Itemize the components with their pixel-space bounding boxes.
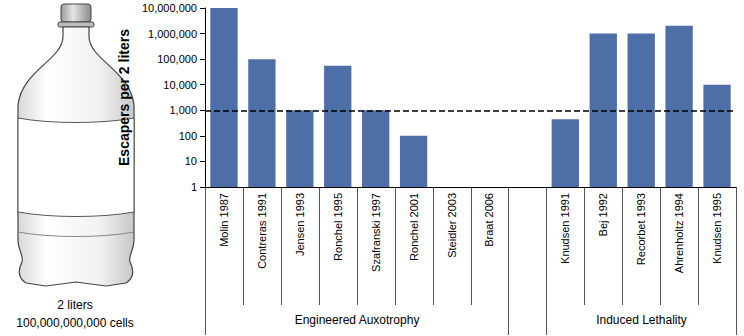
svg-text:1: 1 (191, 181, 197, 193)
svg-text:Contreras 1991: Contreras 1991 (256, 193, 268, 269)
svg-text:10: 10 (185, 155, 197, 167)
svg-text:100: 100 (179, 130, 197, 142)
svg-text:Jensen 1993: Jensen 1993 (294, 193, 306, 256)
svg-text:Ronchel 1995: Ronchel 1995 (332, 193, 344, 261)
svg-text:1,000,000: 1,000,000 (148, 28, 197, 40)
svg-text:1,000: 1,000 (169, 104, 197, 116)
svg-text:10,000: 10,000 (163, 79, 197, 91)
svg-text:Bej 1992: Bej 1992 (597, 193, 609, 236)
svg-text:Szafranski 1997: Szafranski 1997 (370, 193, 382, 272)
svg-text:Ahrenholtz 1994: Ahrenholtz 1994 (673, 193, 685, 273)
svg-text:10,000,000: 10,000,000 (142, 2, 197, 14)
svg-text:Knudsen 1991: Knudsen 1991 (559, 193, 571, 264)
html-text:100,000,000,000 cells: 100,000,000,000 cells (16, 316, 134, 330)
html-text:2 liters: 2 liters (57, 298, 93, 312)
svg-text:Escapers per 2 liters: Escapers per 2 liters (116, 29, 132, 166)
svg-text:Induced Lethality: Induced Lethality (596, 313, 687, 327)
svg-text:Recorbet 1993: Recorbet 1993 (635, 193, 647, 265)
svg-text:Knudsen 1995: Knudsen 1995 (711, 193, 723, 264)
svg-text:Ronchel 2001: Ronchel 2001 (408, 193, 420, 261)
svg-text:Braat 2006: Braat 2006 (483, 193, 495, 247)
svg-text:Engineered Auxotrophy: Engineered Auxotrophy (295, 313, 420, 327)
svg-text:Molin 1987: Molin 1987 (218, 193, 230, 247)
svg-text:100,000: 100,000 (157, 53, 197, 65)
svg-text:Steidler 2003: Steidler 2003 (446, 193, 458, 258)
